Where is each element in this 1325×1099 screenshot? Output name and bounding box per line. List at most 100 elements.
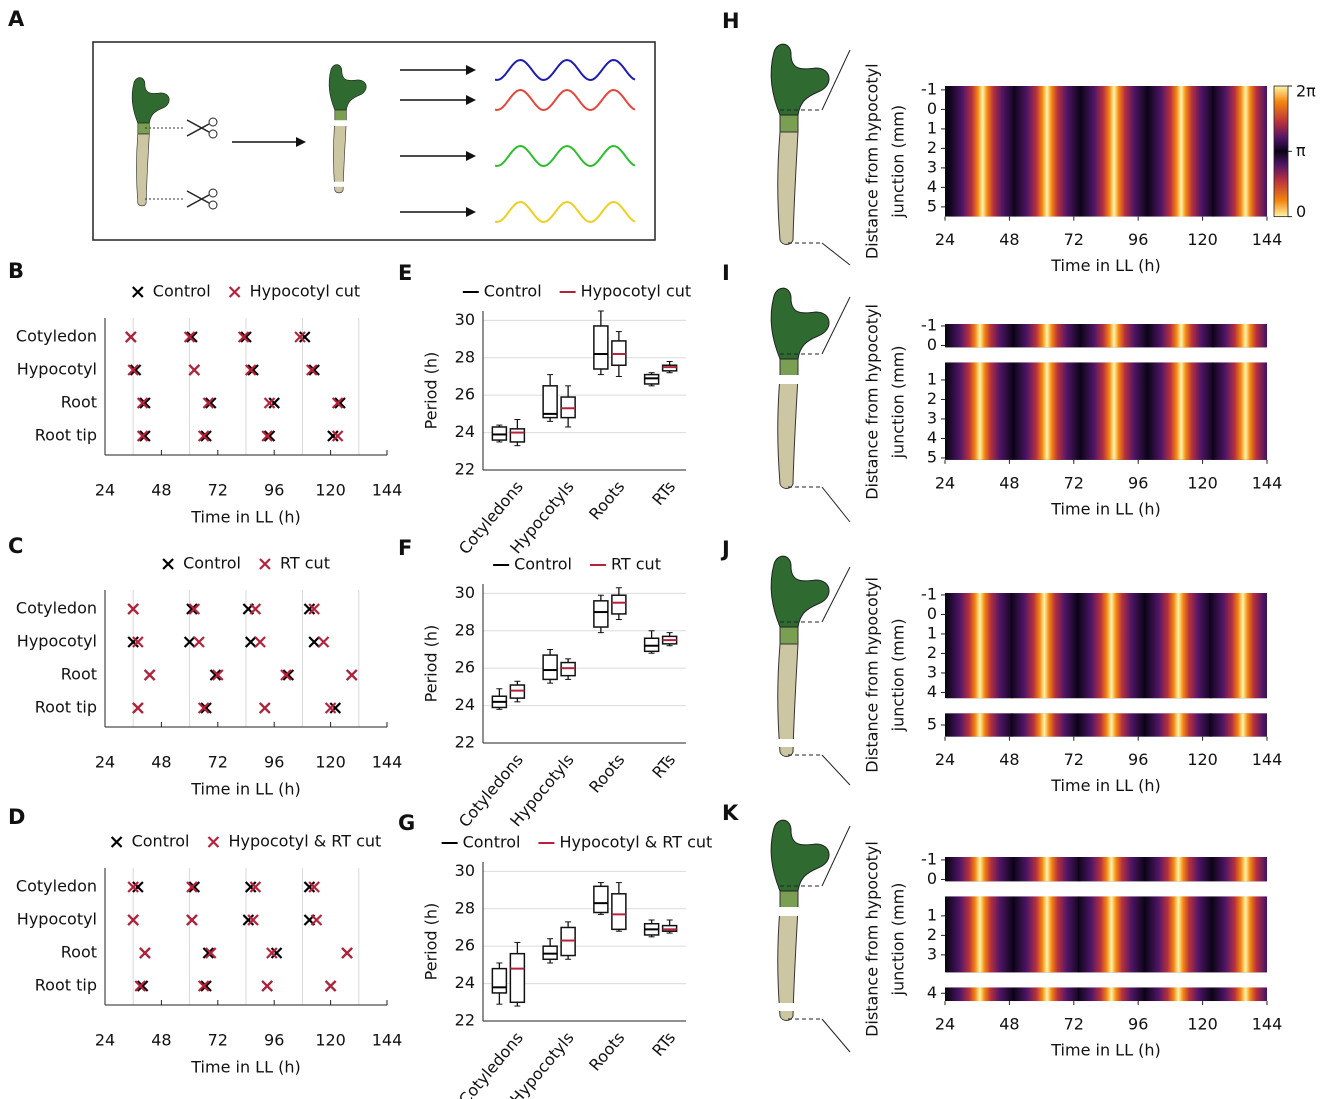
category-label: Root tip xyxy=(35,426,97,445)
phase-marker xyxy=(133,703,143,713)
scissors xyxy=(209,201,217,209)
y-tick-label: 30 xyxy=(455,583,475,602)
category-label: RTs xyxy=(648,1028,679,1060)
phase-peak xyxy=(1212,896,1279,972)
y-tick-label: 1 xyxy=(927,905,937,924)
phase-peak xyxy=(1081,86,1148,217)
phase-peak xyxy=(1145,857,1212,881)
colorbar-label: π xyxy=(1296,141,1306,160)
heatmap-segment xyxy=(945,857,1279,881)
phase-peak xyxy=(946,713,1013,736)
scissors xyxy=(209,189,217,197)
x-tick-label: 96 xyxy=(264,753,284,772)
y-tick-label: 1 xyxy=(927,369,937,388)
phase-marker xyxy=(187,915,197,925)
phase-peak xyxy=(1078,713,1145,736)
box xyxy=(594,886,608,912)
cotyledon xyxy=(771,556,829,627)
heatmap-segment xyxy=(945,593,1276,698)
scissors xyxy=(209,118,217,126)
x-axis-label: Time in LL (h) xyxy=(1050,776,1160,795)
x-tick-label: 144 xyxy=(1252,473,1283,492)
x-tick-label: 48 xyxy=(999,230,1019,249)
category-label: Hypocotyl xyxy=(17,360,97,379)
legend-label: Control xyxy=(514,555,572,574)
y-tick-label: 1 xyxy=(927,623,937,642)
x-tick-label: 24 xyxy=(95,481,115,500)
x-tick-label: 120 xyxy=(315,481,346,500)
x-tick-label: 120 xyxy=(1187,750,1218,769)
y-tick-label: -1 xyxy=(921,584,937,603)
panel-label: G xyxy=(398,811,415,835)
x-tick-label: 72 xyxy=(1064,750,1084,769)
y-tick-label: 28 xyxy=(455,347,475,366)
phase-peak xyxy=(1011,593,1078,698)
x-tick-label: 24 xyxy=(935,230,955,249)
y-tick-label: 3 xyxy=(927,944,937,963)
y-axis-label: Period (h) xyxy=(422,352,441,430)
arrow-head xyxy=(466,207,476,217)
y-axis-label: Distance from hypocotyl xyxy=(863,577,882,773)
phase-marker xyxy=(347,670,357,680)
x-axis-label: Time in LL (h) xyxy=(1050,256,1160,275)
phase-peak xyxy=(1212,362,1279,460)
x-tick-label: 96 xyxy=(264,1031,284,1050)
panel-label: C xyxy=(8,534,23,558)
figure: ABCDEFGHIJKControlHypocotyl cut244872961… xyxy=(0,0,1325,1099)
category-label: Root tip xyxy=(35,698,97,717)
y-tick-label: 26 xyxy=(455,658,475,677)
cut xyxy=(774,1003,804,1011)
y-tick-label: 26 xyxy=(455,385,475,404)
x-tick-label: 120 xyxy=(1187,1015,1218,1034)
x-tick-label: 120 xyxy=(315,1031,346,1050)
phase-marker xyxy=(262,981,272,991)
legend-symbol xyxy=(163,559,173,569)
legend-label: Hypocotyl cut xyxy=(250,282,361,301)
phase-peak xyxy=(1212,987,1279,1001)
y-tick-label: -1 xyxy=(921,849,937,868)
y-axis-label: junction (mm) xyxy=(889,105,908,219)
y-axis-label: Distance from hypocotyl xyxy=(863,63,882,259)
category-label: Cotyledon xyxy=(16,327,97,346)
category-label: Hypocotyl xyxy=(17,910,97,929)
y-tick-label: 0 xyxy=(927,869,937,888)
x-tick-label: 144 xyxy=(372,753,403,772)
x-axis-label: Time in LL (h) xyxy=(1050,1041,1160,1060)
legend-label: Hypocotyl cut xyxy=(581,282,692,301)
cut xyxy=(774,375,804,384)
legend: ControlHypocotyl & RT cut xyxy=(442,833,713,852)
x-tick-label: 24 xyxy=(935,1015,955,1034)
phase-peak xyxy=(946,324,1013,347)
phase-peak xyxy=(1013,896,1080,972)
seedling xyxy=(771,288,829,488)
box xyxy=(543,386,557,418)
phase-peak xyxy=(1013,987,1080,1001)
y-tick-label: 4 xyxy=(927,428,937,447)
panel-label: B xyxy=(8,259,24,283)
cut xyxy=(331,120,350,126)
box xyxy=(510,954,524,1003)
x-tick-label: 96 xyxy=(264,481,284,500)
seedling xyxy=(771,820,829,1020)
y-tick-label: 1 xyxy=(927,118,937,137)
phase-peak xyxy=(1078,987,1145,1001)
legend-label: Hypocotyl & RT cut xyxy=(228,832,381,851)
phase-marker xyxy=(255,637,265,647)
x-tick-label: 24 xyxy=(95,753,115,772)
legend-label: Control xyxy=(183,554,241,573)
legend-symbol xyxy=(112,837,122,847)
colorbar-label: 0 xyxy=(1296,202,1306,221)
x-tick-label: 96 xyxy=(1128,750,1148,769)
root xyxy=(778,132,798,245)
colorbar-label: 2π xyxy=(1296,82,1316,101)
x-tick-label: 72 xyxy=(208,1031,228,1050)
x-tick-label: 48 xyxy=(151,1031,171,1050)
y-axis-label: junction (mm) xyxy=(889,883,908,997)
y-tick-label: 0 xyxy=(927,604,937,623)
heatmap-segment xyxy=(945,987,1279,1001)
cut xyxy=(331,182,350,187)
heatmap-segment xyxy=(945,86,1279,217)
category-label: Roots xyxy=(585,477,628,523)
x-tick-label: 72 xyxy=(1064,230,1084,249)
